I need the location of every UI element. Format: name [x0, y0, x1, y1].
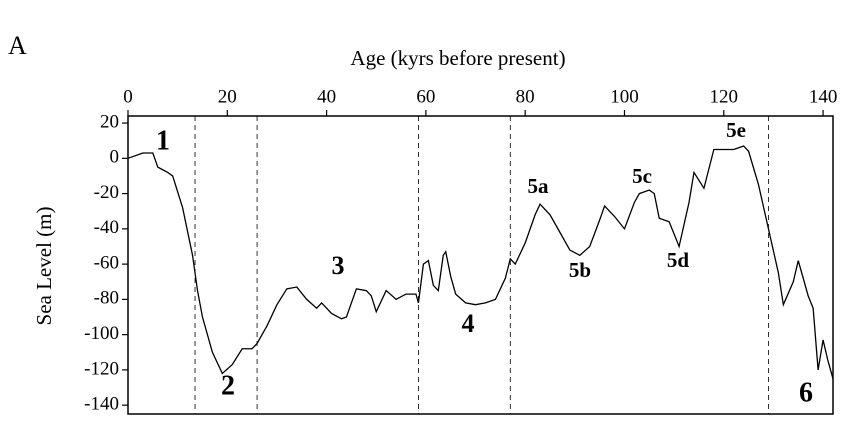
stage-label: 1: [156, 125, 170, 156]
x-tick-label: 0: [123, 86, 133, 107]
x-tick-label: 40: [317, 86, 336, 107]
x-tick-label: 20: [218, 86, 237, 107]
stage-label: 5a: [528, 174, 550, 198]
x-tick-label: 120: [710, 86, 739, 107]
plot-frame: [127, 115, 834, 415]
x-tick-label: 60: [416, 86, 435, 107]
stage-label: 2: [221, 370, 235, 401]
y-tick-label: 20: [100, 111, 119, 132]
y-tick-label: -60: [94, 252, 119, 273]
stage-label: 5d: [667, 248, 690, 272]
x-tick-label: 100: [610, 86, 639, 107]
stage-label: 5e: [726, 118, 746, 142]
stage-label: 6: [799, 377, 813, 408]
x-tick-label: 140: [809, 86, 838, 107]
stage-label: 5c: [632, 164, 652, 188]
y-tick-label: -20: [94, 182, 119, 203]
stage-label: 4: [462, 309, 475, 338]
y-tick-label: -80: [94, 288, 119, 309]
panel-label: A: [8, 31, 27, 60]
sea-level-line: [127, 145, 834, 379]
y-tick-label: 0: [110, 147, 120, 168]
y-tick-label: -120: [84, 358, 119, 379]
stage-label: 5b: [569, 258, 591, 282]
y-tick-label: -140: [84, 394, 119, 415]
y-tick-label: -40: [94, 217, 119, 238]
stage-label: 3: [332, 251, 345, 280]
y-axis-label: Sea Level (m): [32, 207, 56, 326]
y-tick-label: -100: [84, 323, 119, 344]
x-axis-label: Age (kyrs before present): [350, 46, 565, 70]
x-tick-label: 80: [516, 86, 535, 107]
